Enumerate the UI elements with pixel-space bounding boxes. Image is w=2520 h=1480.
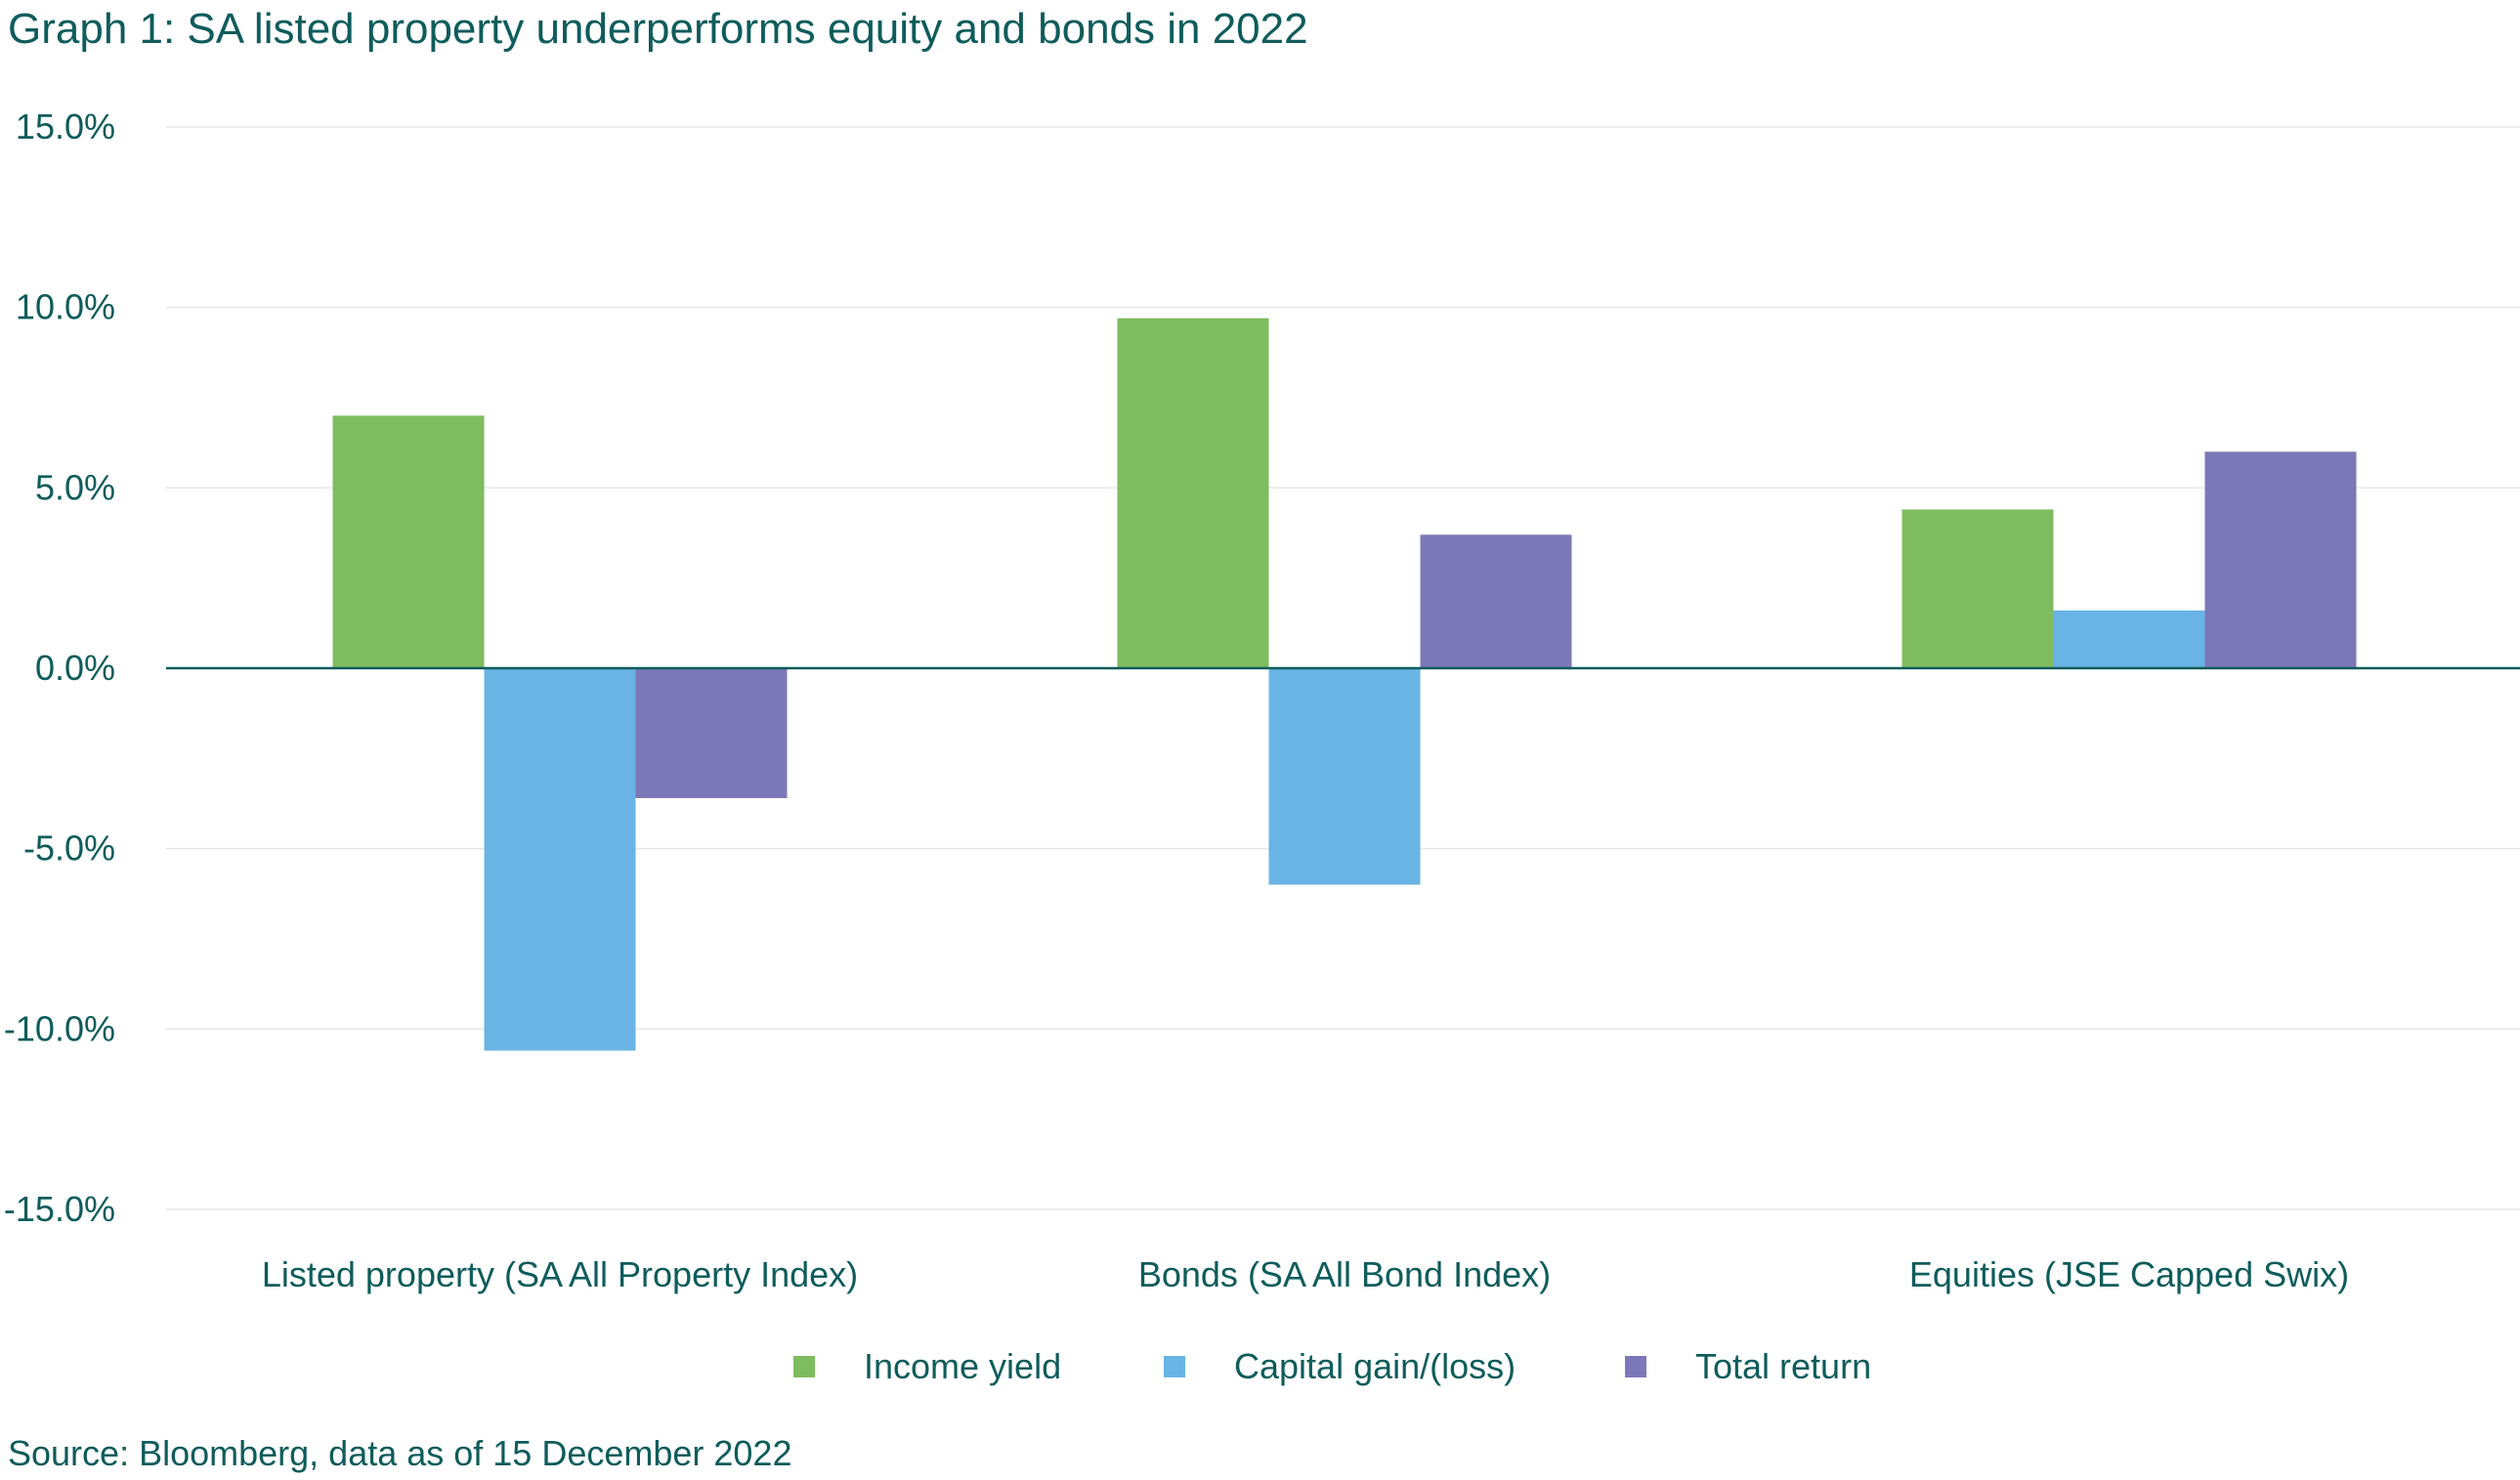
y-tick-label: 10.0% <box>16 287 115 327</box>
y-tick-label: -10.0% <box>4 1008 115 1048</box>
bar-income-yield <box>1117 317 1269 668</box>
bar-capital-gain-loss <box>484 668 636 1051</box>
bar-income-yield <box>332 415 485 668</box>
y-tick-label: 5.0% <box>35 467 115 507</box>
bar-total-return <box>2204 451 2357 668</box>
x-category-label: Listed property (SA All Property Index) <box>262 1254 858 1294</box>
y-tick-label: -5.0% <box>23 828 115 868</box>
y-tick-label: 15.0% <box>16 106 115 147</box>
x-category-label: Bonds (SA All Bond Index) <box>1138 1254 1551 1294</box>
bar-total-return <box>635 668 788 798</box>
bars <box>332 317 2357 1051</box>
legend-swatch <box>1164 1356 1185 1377</box>
y-tick-label: -15.0% <box>4 1189 115 1229</box>
bar-capital-gain-loss <box>1268 668 1421 885</box>
source-note: Source: Bloomberg, data as of 15 Decembe… <box>8 1433 792 1473</box>
bar-capital-gain-loss <box>2053 610 2205 668</box>
legend-label: Capital gain/(loss) <box>1234 1346 1516 1386</box>
x-axis: Listed property (SA All Property Index) B… <box>262 1254 2349 1294</box>
legend-label: Income yield <box>864 1346 1061 1386</box>
y-tick-label: 0.0% <box>35 648 115 688</box>
bar-total-return <box>1420 534 1572 668</box>
bar-chart: 15.0% 10.0% 5.0% 0.0% -5.0% -10.0% -15.0% List… <box>4 106 2520 1386</box>
y-axis: 15.0% 10.0% 5.0% 0.0% -5.0% -10.0% -15.0% <box>4 106 115 1229</box>
legend-label: Total return <box>1695 1346 1871 1386</box>
legend-swatch <box>793 1356 815 1377</box>
legend-swatch <box>1625 1356 1646 1377</box>
chart-title: Graph 1: SA listed property underperform… <box>8 5 1308 53</box>
x-category-label: Equities (JSE Capped Swix) <box>1909 1254 2349 1294</box>
legend: Income yield Capital gain/(loss) Total ret… <box>793 1346 1871 1386</box>
bar-income-yield <box>1901 509 2054 668</box>
